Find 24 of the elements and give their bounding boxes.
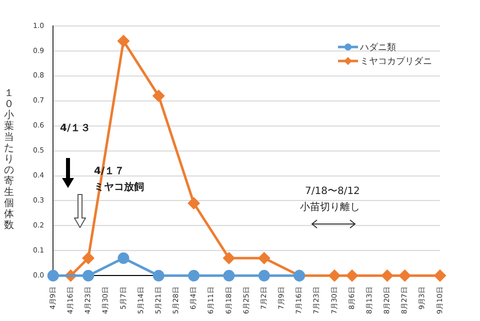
point xyxy=(399,270,411,282)
annotation: 4/１３ xyxy=(60,122,91,135)
point xyxy=(381,270,393,282)
point xyxy=(223,270,235,282)
point xyxy=(118,35,130,47)
point xyxy=(328,270,340,282)
legend-label: ハダニ類 xyxy=(360,42,396,54)
point xyxy=(258,270,270,282)
point xyxy=(188,270,200,282)
point xyxy=(152,90,164,102)
annotation: 7/18〜8/12 xyxy=(305,185,360,198)
point xyxy=(223,252,235,264)
point xyxy=(152,270,164,282)
point xyxy=(47,270,59,282)
text: １０小葉当たりの寄生個体数 xyxy=(4,88,14,231)
legend-label: ミヤコカブリダニ xyxy=(360,56,432,68)
point xyxy=(82,252,94,264)
point xyxy=(434,270,446,282)
point xyxy=(118,252,130,264)
point xyxy=(82,270,94,282)
annotation: 小苗切り離し xyxy=(300,200,360,214)
point xyxy=(258,252,270,264)
point xyxy=(188,197,200,209)
point xyxy=(346,270,358,282)
